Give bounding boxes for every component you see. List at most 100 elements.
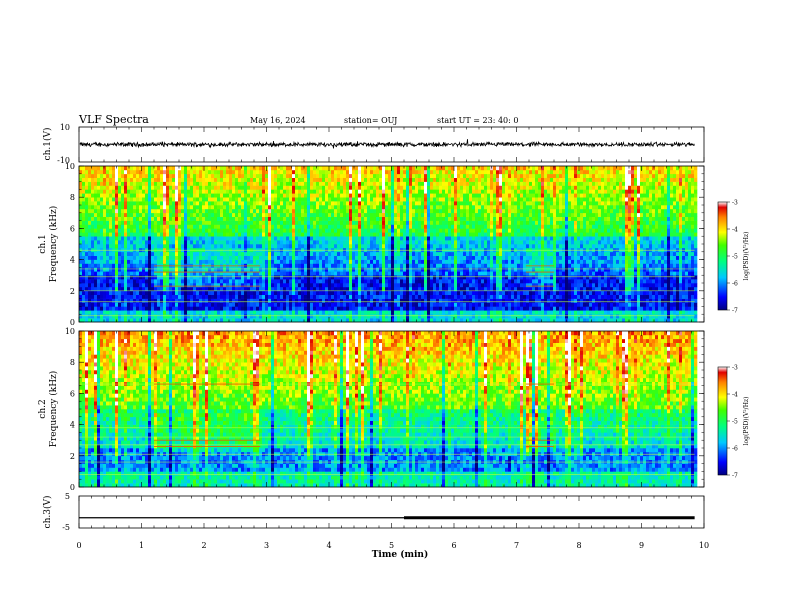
spectrogram-cell [214, 290, 218, 295]
spectrogram-cell [136, 267, 140, 272]
spectrogram-cell [424, 244, 428, 249]
spectrogram-cell [157, 314, 161, 319]
spectrogram-cell [109, 212, 113, 217]
spectrogram-cell [271, 306, 275, 311]
spectrogram-cell [250, 228, 254, 233]
spectrogram-cell [220, 294, 224, 299]
spectrogram-cell [214, 185, 218, 190]
spectrogram-cell [148, 302, 152, 307]
spectrogram-cell [274, 201, 278, 206]
spectrogram-cell [184, 208, 188, 214]
spectrogram-cell [82, 185, 86, 190]
spectrogram-cell [139, 216, 143, 221]
spectrogram-cell [385, 267, 389, 272]
spectrogram-cell [118, 197, 122, 202]
spectrogram-cell [85, 212, 89, 217]
spectrogram-cell [151, 298, 155, 303]
spectrogram-cell [97, 216, 101, 221]
spectrogram-cell [439, 290, 443, 295]
spectrogram-cell [178, 169, 182, 175]
spectrogram-cell [430, 220, 434, 225]
spectrogram-cell [217, 228, 221, 233]
spectrogram-cell [379, 244, 383, 249]
spectrogram-cell [178, 310, 182, 315]
spectrogram-cell [397, 193, 401, 198]
spectrogram-cell [223, 189, 227, 194]
spectrogram-cell [106, 275, 110, 280]
spectrogram-cell [301, 169, 305, 175]
spectrogram-cell [136, 302, 140, 307]
spectrogram-cell [109, 244, 113, 249]
spectrogram-cell [169, 236, 173, 241]
spectrogram-cell [208, 232, 212, 237]
spectrogram-cell [250, 290, 254, 295]
spectrogram-cell [205, 314, 209, 319]
spectrogram-cell [283, 286, 287, 292]
spectrogram-cell [280, 220, 284, 225]
spectrogram-cell [412, 236, 416, 241]
spectrogram-cell [229, 275, 233, 280]
spectrogram-cell [160, 302, 164, 307]
spectrogram-cell [367, 286, 371, 292]
spectrogram-cell [280, 166, 284, 171]
spectrogram-cell [421, 189, 425, 194]
spectrogram-cell [322, 166, 326, 171]
spectrogram-cell [241, 286, 245, 292]
spectrogram-cell [97, 185, 101, 190]
spectrogram-cell [262, 189, 266, 194]
spectrogram-cell [229, 271, 233, 276]
spectrogram-cell [256, 228, 260, 233]
spectrogram-cell [208, 286, 212, 292]
spectrogram-cell [106, 193, 110, 198]
spectrogram-cell [169, 166, 173, 171]
spectrogram-cell [148, 255, 152, 260]
spectrogram-cell [226, 228, 230, 233]
spectrogram-cell [190, 228, 194, 233]
spectrogram-cell [103, 189, 107, 194]
spectrogram-cell [157, 298, 161, 303]
spectrogram-cell [214, 275, 218, 280]
spectrogram-cell [103, 232, 107, 237]
spectrogram-cell [253, 166, 257, 171]
spectrogram-cell [310, 302, 314, 307]
spectrogram-cell [364, 205, 368, 210]
spectrogram-cell [289, 232, 293, 237]
spectrogram-cell [409, 259, 413, 264]
spectrogram-cell [214, 302, 218, 307]
spectrogram-cell [85, 271, 89, 276]
spectrogram-cell [196, 173, 200, 178]
spectrogram-cell [430, 240, 434, 245]
spectrogram-cell [103, 240, 107, 245]
spectrogram-cell [154, 255, 158, 260]
spectrogram-cell [241, 306, 245, 311]
spectrogram-cell [220, 298, 224, 303]
spectrogram-cell [187, 216, 191, 221]
spectrogram-cell [130, 294, 134, 299]
spectrogram-cell [130, 267, 134, 272]
spectrogram-cell [391, 275, 395, 280]
spectrogram-cell [358, 310, 362, 315]
spectrogram-cell [436, 294, 440, 299]
spectrogram-cell [343, 169, 347, 175]
spectrogram-cell [85, 310, 89, 315]
spectrogram-cell [112, 310, 116, 315]
spectrogram-cell [391, 197, 395, 202]
spectrogram-cell [103, 228, 107, 233]
spectrogram-cell [370, 251, 374, 256]
spectrogram-cell [388, 259, 392, 264]
spectrogram-cell [220, 244, 224, 249]
spectrogram-cell [403, 267, 407, 272]
spectrogram-cell [220, 208, 224, 214]
spectrogram-cell [385, 224, 389, 229]
spectrogram-cell [190, 286, 194, 292]
spectrogram-cell [400, 286, 404, 292]
spectrogram-cell [97, 236, 101, 241]
spectrogram-cell [391, 240, 395, 245]
spectrogram-cell [283, 244, 287, 249]
spectrogram-cell [169, 181, 173, 186]
spectrogram-cell [313, 240, 317, 245]
spectrogram-cell [178, 220, 182, 225]
spectrogram-cell [109, 302, 113, 307]
spectrogram-cell [91, 236, 95, 241]
spectrogram-cell [397, 275, 401, 280]
